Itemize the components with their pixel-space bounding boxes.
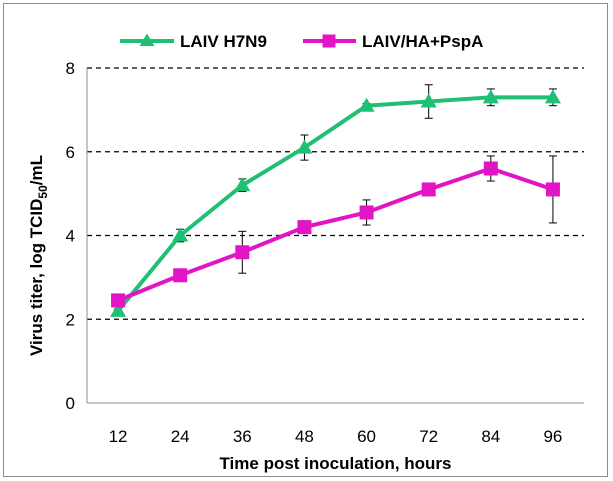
- legend-entry-1: LAIV/HA+PspA: [303, 32, 483, 51]
- axes: [86, 68, 584, 404]
- point-1-0: [111, 293, 126, 308]
- x-tick-label-12: 12: [109, 427, 128, 446]
- y-axis-title-main: Virus titer, log TCID: [27, 199, 46, 356]
- y-axis-title-tail: /mL: [27, 155, 46, 185]
- point-1-2: [235, 245, 250, 260]
- series-1: [111, 155, 560, 308]
- point-1-3: [297, 220, 312, 235]
- x-tick-label-60: 60: [357, 427, 376, 446]
- legend-label-0: LAIV H7N9: [180, 32, 267, 51]
- point-0-4: [358, 97, 375, 112]
- point-1-6: [483, 161, 498, 176]
- x-tick-label-96: 96: [543, 427, 562, 446]
- point-1-7: [545, 182, 560, 197]
- x-tick-label-48: 48: [295, 427, 314, 446]
- x-tick-label-84: 84: [481, 427, 500, 446]
- point-0-7: [544, 89, 561, 104]
- y-tick-label-0: 0: [66, 394, 75, 413]
- x-axis-title: Time post inoculation, hours: [219, 454, 451, 473]
- point-0-5: [420, 93, 437, 108]
- y-tick-label-2: 2: [66, 310, 75, 329]
- legend-entry-0: LAIV H7N9: [120, 32, 267, 51]
- legend-label-1: LAIV/HA+PspA: [362, 32, 483, 51]
- point-0-1: [172, 227, 189, 242]
- y-axis-title: Virus titer, log TCID50/mL: [27, 155, 50, 356]
- y-tick-label-4: 4: [66, 227, 75, 246]
- point-0-3: [296, 139, 313, 154]
- x-tick-label-72: 72: [419, 427, 438, 446]
- point-1-4: [359, 205, 374, 220]
- legend-triangle-marker: [139, 33, 155, 46]
- series-line-1: [117, 166, 554, 303]
- x-tick-label-36: 36: [233, 427, 252, 446]
- point-0-2: [234, 177, 251, 192]
- series-line-0: [116, 95, 553, 313]
- series-0: [110, 84, 561, 317]
- y-axis-title-subscript: 50: [36, 185, 50, 199]
- y-tick-label-8: 8: [66, 59, 75, 78]
- legend-square-marker: [322, 34, 336, 48]
- point-0-6: [482, 89, 499, 104]
- point-1-5: [421, 182, 436, 197]
- point-1-1: [173, 268, 188, 283]
- x-tick-labels: 12 24 36 48 60 72 84 96: [109, 427, 563, 446]
- x-tick-label-24: 24: [171, 427, 190, 446]
- y-tick-label-6: 6: [66, 143, 75, 162]
- gridlines: [87, 67, 584, 320]
- y-tick-labels: 0 2 4 6 8: [66, 59, 75, 413]
- legend: LAIV H7N9 LAIV/HA+PspA: [120, 32, 483, 51]
- series-layer: [110, 84, 561, 317]
- point-0-0: [110, 302, 127, 317]
